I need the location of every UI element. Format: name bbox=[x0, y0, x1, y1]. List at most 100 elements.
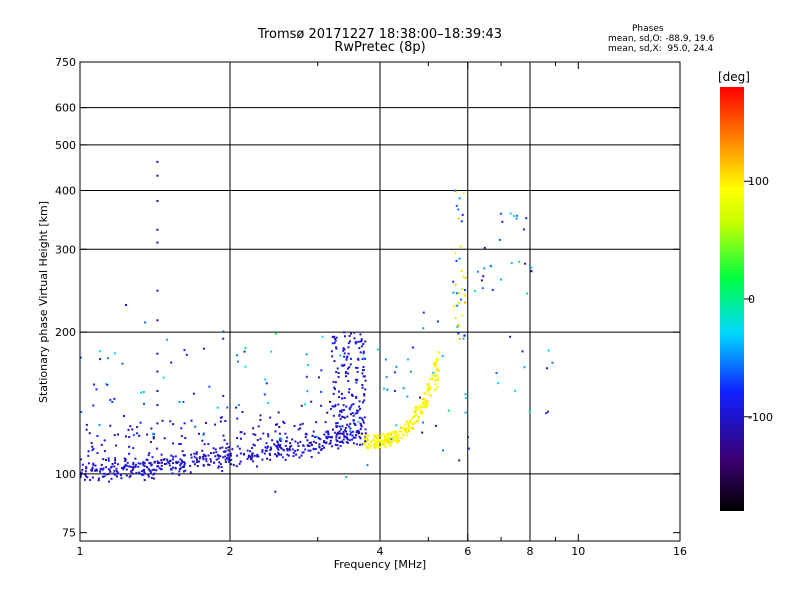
data-point bbox=[436, 361, 439, 364]
data-point bbox=[217, 466, 220, 469]
data-point bbox=[305, 375, 308, 378]
data-point bbox=[273, 443, 276, 446]
data-point bbox=[462, 275, 465, 278]
x-tick-label: 6 bbox=[464, 545, 471, 558]
data-point bbox=[351, 434, 354, 437]
data-point bbox=[551, 361, 554, 364]
data-point bbox=[375, 435, 377, 438]
data-point bbox=[410, 427, 413, 429]
data-point bbox=[249, 450, 252, 453]
data-point bbox=[128, 476, 131, 479]
data-point bbox=[174, 466, 177, 469]
data-point bbox=[364, 379, 367, 382]
data-point bbox=[149, 461, 152, 464]
data-point bbox=[355, 341, 357, 344]
data-point bbox=[91, 476, 94, 479]
axis-ticks: 1 2 4 6 8 10 16 75 100 200 300 400 500 600 750 bbox=[55, 56, 687, 558]
data-point bbox=[338, 396, 341, 398]
data-point bbox=[347, 346, 350, 349]
data-point bbox=[265, 442, 268, 445]
data-point bbox=[124, 458, 127, 461]
data-point bbox=[219, 420, 222, 423]
phase-o-stats: mean, sd,O: -88.9, 19.6 bbox=[608, 34, 715, 44]
data-point bbox=[340, 428, 343, 431]
data-point bbox=[427, 382, 430, 385]
data-point bbox=[447, 409, 450, 412]
data-point bbox=[143, 462, 146, 465]
data-point bbox=[150, 476, 153, 479]
data-point bbox=[326, 430, 329, 433]
data-point bbox=[319, 438, 322, 441]
data-point bbox=[407, 424, 410, 427]
data-point bbox=[337, 447, 340, 450]
data-point bbox=[459, 298, 462, 301]
data-point bbox=[224, 461, 227, 463]
data-point bbox=[325, 430, 328, 433]
data-point bbox=[403, 428, 406, 431]
data-point bbox=[125, 474, 128, 477]
data-point bbox=[436, 320, 439, 323]
data-point bbox=[351, 412, 354, 414]
data-point bbox=[458, 292, 461, 294]
data-point bbox=[364, 435, 367, 438]
data-point bbox=[349, 430, 352, 433]
data-point bbox=[168, 462, 171, 465]
data-point bbox=[343, 331, 346, 334]
data-point bbox=[389, 444, 392, 447]
data-point bbox=[348, 366, 351, 369]
data-point bbox=[346, 433, 349, 436]
data-point bbox=[346, 415, 349, 418]
data-point bbox=[368, 442, 371, 445]
data-point bbox=[372, 438, 375, 441]
data-point bbox=[182, 401, 185, 403]
data-point bbox=[384, 439, 386, 442]
data-point bbox=[341, 397, 344, 400]
data-point bbox=[437, 379, 440, 381]
data-point bbox=[229, 454, 232, 457]
data-point bbox=[458, 459, 461, 462]
data-point bbox=[293, 425, 296, 427]
data-point bbox=[323, 446, 326, 449]
data-point bbox=[342, 409, 345, 411]
data-point bbox=[251, 455, 254, 458]
data-point bbox=[422, 401, 425, 404]
data-point bbox=[105, 459, 107, 461]
data-point bbox=[335, 371, 338, 374]
data-point bbox=[111, 401, 114, 403]
data-point bbox=[458, 338, 461, 340]
data-point bbox=[219, 447, 222, 450]
data-point bbox=[152, 436, 155, 438]
data-point bbox=[153, 468, 156, 471]
data-point bbox=[220, 416, 223, 419]
data-point bbox=[292, 455, 295, 458]
data-point bbox=[414, 410, 417, 413]
data-point bbox=[362, 419, 365, 422]
data-point bbox=[347, 380, 350, 382]
data-point bbox=[178, 443, 181, 445]
data-point bbox=[112, 472, 115, 475]
data-point bbox=[91, 466, 94, 469]
data-point bbox=[345, 358, 348, 361]
data-point bbox=[387, 432, 390, 435]
data-point bbox=[214, 448, 217, 451]
data-point bbox=[228, 453, 231, 456]
data-point bbox=[331, 335, 334, 338]
data-point bbox=[437, 352, 440, 354]
data-point bbox=[404, 423, 407, 426]
colorbar-tick-label: 0 bbox=[748, 293, 755, 306]
data-point bbox=[357, 409, 360, 412]
data-point bbox=[354, 423, 357, 426]
data-point bbox=[386, 433, 388, 436]
data-point bbox=[139, 421, 142, 424]
data-point bbox=[345, 430, 348, 433]
data-point bbox=[226, 453, 229, 456]
data-point bbox=[148, 469, 151, 472]
data-point bbox=[268, 452, 271, 455]
data-point bbox=[457, 208, 460, 211]
data-point bbox=[356, 366, 359, 369]
data-point bbox=[325, 435, 328, 438]
data-point bbox=[360, 425, 363, 428]
data-point bbox=[352, 430, 354, 433]
data-point bbox=[329, 442, 332, 445]
data-point bbox=[102, 458, 105, 461]
